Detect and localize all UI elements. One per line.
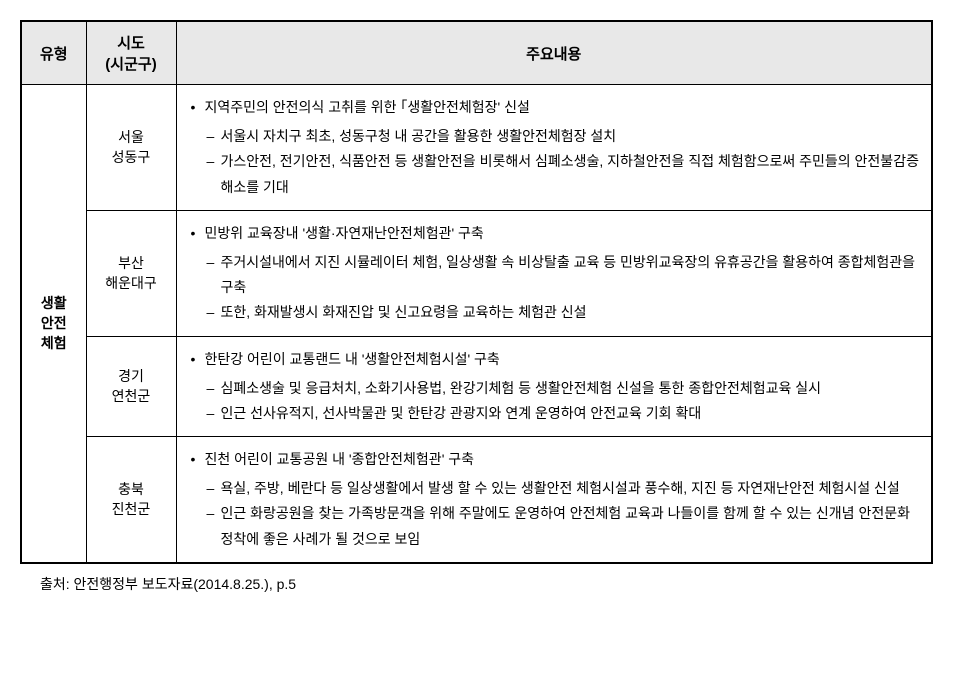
table-body: 생활 안전 체험 서울 성동구 지역주민의 안전의식 고취를 위한 ｢생활안전체… (21, 85, 932, 563)
table-header: 유형 시도 (시군구) 주요내용 (21, 21, 932, 85)
content-cell: 한탄강 어린이 교통랜드 내 '생활안전체험시설' 구축 심폐소생술 및 응급처… (176, 336, 932, 437)
region-line1: 경기 (118, 368, 144, 384)
table-row: 충북 진천군 진천 어린이 교통공원 내 '종합안전체험관' 구축 욕실, 주방… (21, 437, 932, 563)
table-row: 생활 안전 체험 서울 성동구 지역주민의 안전의식 고취를 위한 ｢생활안전체… (21, 85, 932, 211)
content-bullet: 민방위 교육장내 '생활·자연재난안전체험관' 구축 (189, 221, 920, 246)
content-dash: 가스안전, 전기안전, 식품안전 등 생활안전을 비롯해서 심폐소생술, 지하철… (189, 149, 920, 199)
content-bullet: 한탄강 어린이 교통랜드 내 '생활안전체험시설' 구축 (189, 347, 920, 372)
region-line2: 연천군 (112, 388, 151, 404)
content-list: 한탄강 어린이 교통랜드 내 '생활안전체험시설' 구축 심폐소생술 및 응급처… (189, 347, 920, 427)
type-label-line3: 체험 (41, 335, 67, 351)
content-dash: 심폐소생술 및 응급처치, 소화기사용법, 완강기체험 등 생활안전체험 신설을… (189, 376, 920, 401)
table-row: 경기 연천군 한탄강 어린이 교통랜드 내 '생활안전체험시설' 구축 심폐소생… (21, 336, 932, 437)
content-dash: 또한, 화재발생시 화재진압 및 신고요령을 교육하는 체험관 신설 (189, 300, 920, 325)
region-cell: 서울 성동구 (86, 85, 176, 211)
type-label-line1: 생활 (41, 295, 67, 311)
content-dash: 인근 화랑공원을 찾는 가족방문객을 위해 주말에도 운영하여 안전체험 교육과… (189, 501, 920, 551)
header-row: 유형 시도 (시군구) 주요내용 (21, 21, 932, 85)
safety-table: 유형 시도 (시군구) 주요내용 생활 안전 체험 서울 성동구 (20, 20, 933, 564)
region-line1: 서울 (118, 129, 144, 145)
content-dash: 주거시설내에서 지진 시뮬레이터 체험, 일상생활 속 비상탈출 교육 등 민방… (189, 250, 920, 300)
header-type: 유형 (21, 21, 86, 85)
header-region-line2: (시군구) (105, 56, 156, 73)
region-line2: 해운대구 (105, 275, 157, 291)
content-dash: 인근 선사유적지, 선사박물관 및 한탄강 관광지와 연계 운영하여 안전교육 … (189, 401, 920, 426)
content-list: 지역주민의 안전의식 고취를 위한 ｢생활안전체험장' 신설 서울시 자치구 최… (189, 95, 920, 200)
content-cell: 지역주민의 안전의식 고취를 위한 ｢생활안전체험장' 신설 서울시 자치구 최… (176, 85, 932, 211)
content-list: 진천 어린이 교통공원 내 '종합안전체험관' 구축 욕실, 주방, 베란다 등… (189, 447, 920, 552)
region-cell: 충북 진천군 (86, 437, 176, 563)
type-cell: 생활 안전 체험 (21, 85, 86, 563)
content-cell: 민방위 교육장내 '생활·자연재난안전체험관' 구축 주거시설내에서 지진 시뮬… (176, 210, 932, 336)
header-region: 시도 (시군구) (86, 21, 176, 85)
region-line1: 충북 (118, 481, 144, 497)
region-line2: 진천군 (112, 501, 151, 517)
source-text: 출처: 안전행정부 보도자료(2014.8.25.), p.5 (20, 574, 933, 594)
content-dash: 욕실, 주방, 베란다 등 일상생활에서 발생 할 수 있는 생활안전 체험시설… (189, 476, 920, 501)
table-row: 부산 해운대구 민방위 교육장내 '생활·자연재난안전체험관' 구축 주거시설내… (21, 210, 932, 336)
type-label-line2: 안전 (41, 315, 67, 331)
content-bullet: 진천 어린이 교통공원 내 '종합안전체험관' 구축 (189, 447, 920, 472)
header-content: 주요내용 (176, 21, 932, 85)
region-line2: 성동구 (112, 149, 151, 165)
region-line1: 부산 (118, 255, 144, 271)
content-dash: 서울시 자치구 최초, 성동구청 내 공간을 활용한 생활안전체험장 설치 (189, 124, 920, 149)
header-region-line1: 시도 (117, 35, 145, 52)
content-cell: 진천 어린이 교통공원 내 '종합안전체험관' 구축 욕실, 주방, 베란다 등… (176, 437, 932, 563)
content-list: 민방위 교육장내 '생활·자연재난안전체험관' 구축 주거시설내에서 지진 시뮬… (189, 221, 920, 326)
table-container: 유형 시도 (시군구) 주요내용 생활 안전 체험 서울 성동구 (20, 20, 933, 594)
region-cell: 부산 해운대구 (86, 210, 176, 336)
region-cell: 경기 연천군 (86, 336, 176, 437)
content-bullet: 지역주민의 안전의식 고취를 위한 ｢생활안전체험장' 신설 (189, 95, 920, 120)
